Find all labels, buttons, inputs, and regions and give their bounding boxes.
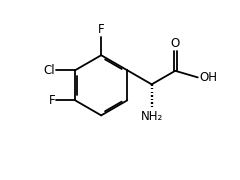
Text: NH₂: NH₂ <box>141 110 163 123</box>
Text: Cl: Cl <box>44 64 55 77</box>
Text: O: O <box>171 37 180 50</box>
Text: F: F <box>98 23 104 36</box>
Text: OH: OH <box>199 71 217 84</box>
Text: F: F <box>48 94 55 107</box>
